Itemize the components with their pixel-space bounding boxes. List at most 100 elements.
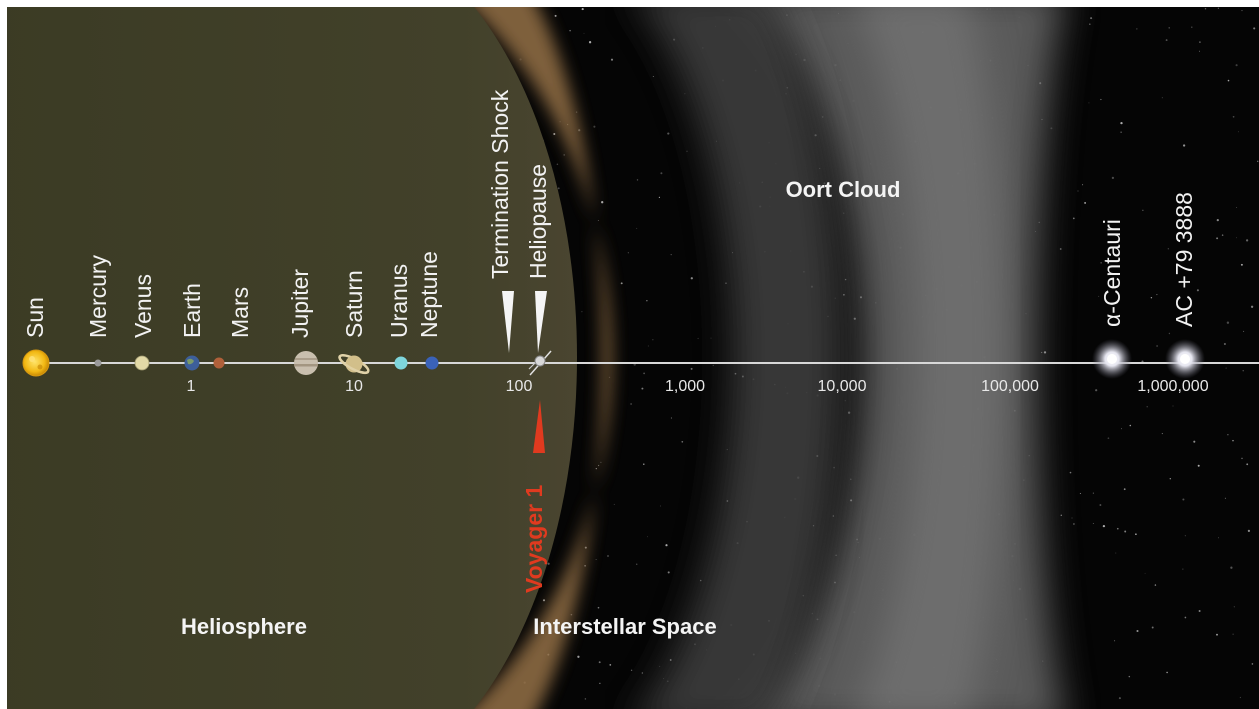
background-star bbox=[1050, 127, 1053, 130]
background-star bbox=[667, 132, 670, 135]
background-star bbox=[588, 41, 592, 44]
background-star bbox=[1199, 50, 1200, 52]
background-star bbox=[1059, 248, 1062, 250]
background-star bbox=[697, 337, 699, 340]
background-star bbox=[652, 339, 654, 341]
background-star bbox=[1227, 434, 1229, 436]
background-star bbox=[1095, 389, 1098, 392]
background-star bbox=[712, 364, 714, 366]
background-star bbox=[1118, 697, 1121, 700]
background-star bbox=[665, 544, 668, 547]
background-star bbox=[575, 111, 578, 113]
background-star bbox=[660, 172, 663, 175]
background-star bbox=[1115, 552, 1117, 554]
background-star bbox=[1129, 424, 1132, 427]
object-label-earth: Earth bbox=[179, 283, 205, 338]
background-star bbox=[853, 317, 856, 320]
background-star bbox=[1232, 115, 1235, 118]
background-star bbox=[681, 440, 684, 443]
background-star bbox=[843, 212, 845, 214]
background-star bbox=[690, 277, 693, 280]
background-star bbox=[1216, 218, 1219, 222]
background-star bbox=[850, 478, 852, 480]
background-star bbox=[1251, 663, 1254, 665]
background-star bbox=[1123, 488, 1126, 491]
background-star bbox=[1198, 610, 1201, 612]
background-star bbox=[595, 558, 597, 560]
background-star bbox=[1225, 367, 1227, 369]
background-star bbox=[1216, 633, 1218, 636]
background-star bbox=[1182, 498, 1185, 501]
background-star bbox=[1168, 332, 1171, 335]
background-star bbox=[843, 294, 845, 296]
background-star bbox=[1232, 439, 1234, 442]
background-star bbox=[1041, 351, 1043, 354]
background-star bbox=[595, 468, 597, 470]
background-star bbox=[1182, 568, 1184, 570]
venus-icon bbox=[134, 355, 150, 371]
diagram-canvas bbox=[7, 7, 1259, 709]
background-star bbox=[1077, 190, 1079, 192]
background-star bbox=[609, 664, 612, 666]
background-star bbox=[847, 411, 851, 414]
background-star bbox=[1144, 572, 1146, 574]
background-star bbox=[1247, 529, 1251, 533]
background-star bbox=[599, 682, 601, 684]
background-star bbox=[1136, 629, 1139, 633]
background-star bbox=[1128, 675, 1131, 678]
background-star bbox=[597, 606, 600, 609]
background-star bbox=[1043, 351, 1047, 354]
background-star bbox=[1199, 41, 1201, 43]
background-star bbox=[1167, 248, 1169, 250]
background-star bbox=[627, 252, 629, 254]
background-star bbox=[1165, 39, 1168, 42]
background-star bbox=[1098, 295, 1100, 297]
heliopause-marker bbox=[535, 291, 547, 353]
tick-label-1000: 1,000 bbox=[664, 378, 706, 395]
background-star bbox=[1241, 457, 1243, 460]
background-star bbox=[1146, 406, 1148, 408]
background-star bbox=[643, 372, 645, 375]
background-star bbox=[553, 132, 556, 136]
background-star bbox=[1111, 176, 1115, 180]
neptune-icon bbox=[425, 356, 439, 370]
background-star bbox=[640, 626, 642, 629]
background-star bbox=[652, 76, 654, 78]
background-star bbox=[633, 363, 636, 366]
background-star bbox=[1197, 464, 1200, 467]
background-star bbox=[1156, 345, 1158, 347]
background-star bbox=[1089, 23, 1091, 25]
background-star bbox=[1232, 633, 1234, 635]
background-star bbox=[1150, 296, 1153, 299]
background-star bbox=[684, 93, 686, 95]
background-star bbox=[1084, 201, 1087, 204]
background-star bbox=[1216, 237, 1219, 240]
background-star bbox=[1072, 523, 1075, 525]
object-label-mars: Mars bbox=[227, 286, 253, 338]
tick-label-100000: 100,000 bbox=[981, 378, 1039, 395]
background-star bbox=[1082, 184, 1084, 186]
background-star bbox=[667, 571, 670, 574]
background-star bbox=[1092, 492, 1094, 494]
background-star bbox=[1092, 522, 1094, 524]
object-label-venus: Venus bbox=[130, 274, 156, 338]
background-star bbox=[1233, 606, 1235, 608]
background-star bbox=[1241, 10, 1243, 12]
heliopause-label: Heliopause bbox=[525, 163, 551, 279]
tick-label-1000000: 1,000,000 bbox=[1137, 378, 1209, 395]
background-star bbox=[584, 564, 586, 567]
object-label-jupiter: Jupiter bbox=[287, 268, 313, 338]
tick-label-10: 10 bbox=[345, 378, 363, 395]
background-star bbox=[1069, 471, 1072, 474]
background-star bbox=[1245, 239, 1249, 242]
background-star bbox=[690, 367, 693, 370]
background-star bbox=[1204, 7, 1207, 10]
background-star bbox=[1102, 524, 1106, 528]
background-star bbox=[844, 278, 847, 281]
background-star bbox=[1124, 530, 1127, 533]
interstellar-space-label: Interstellar Space bbox=[533, 614, 717, 639]
voyager-arrow bbox=[533, 400, 545, 453]
background-star bbox=[1193, 440, 1196, 443]
background-star bbox=[1088, 102, 1090, 104]
background-star bbox=[620, 282, 623, 285]
